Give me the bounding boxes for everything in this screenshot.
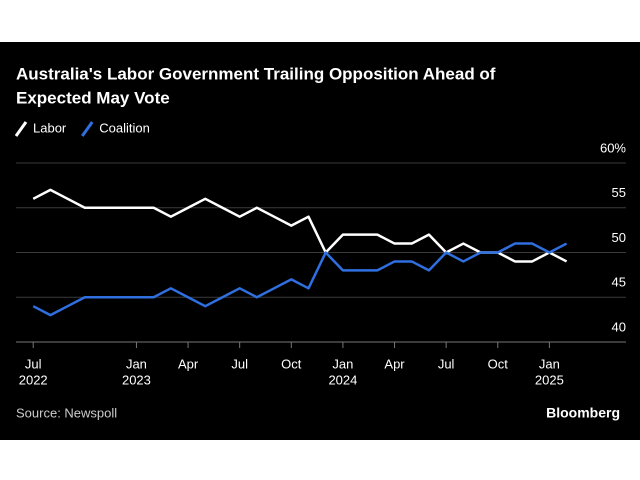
y-tick-label: 50 — [612, 230, 626, 245]
x-tick-label: Jan — [126, 356, 147, 371]
series-line — [32, 188, 568, 263]
y-tick-label: 60% — [600, 140, 626, 155]
x-tick-sublabel: 2022 — [19, 372, 48, 387]
x-tick-sublabel: 2023 — [122, 372, 151, 387]
x-tick-label: Apr — [384, 356, 405, 371]
x-tick-label: Jul — [231, 356, 248, 371]
chart-title: Australia's Labor Government Trailing Op… — [16, 64, 496, 83]
x-tick-label: Oct — [281, 356, 302, 371]
y-tick-label: 40 — [612, 319, 626, 334]
x-tick-sublabel: 2025 — [535, 372, 564, 387]
legend-swatch — [14, 121, 28, 137]
x-tick-label: Jul — [25, 356, 42, 371]
x-tick-label: Jan — [332, 356, 353, 371]
series-line — [32, 242, 568, 317]
legend-label: Coalition — [99, 120, 150, 135]
x-tick-label: Oct — [488, 356, 509, 371]
brand: Bloomberg — [546, 405, 620, 421]
chart-title: Expected May Vote — [16, 88, 170, 107]
legend-swatch — [81, 121, 94, 137]
y-tick-label: 55 — [612, 185, 626, 200]
source: Source: Newspoll — [16, 405, 117, 420]
x-tick-sublabel: 2024 — [328, 372, 357, 387]
x-tick-label: Jan — [539, 356, 560, 371]
x-tick-label: Jul — [438, 356, 455, 371]
x-tick-label: Apr — [178, 356, 199, 371]
legend-label: Labor — [33, 120, 67, 135]
y-tick-label: 45 — [612, 275, 626, 290]
